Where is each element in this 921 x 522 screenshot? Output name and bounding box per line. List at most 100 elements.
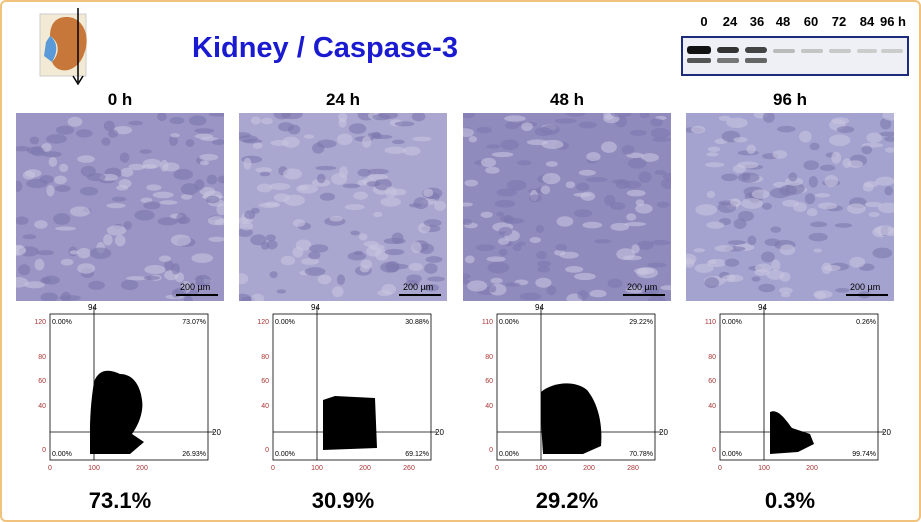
tubule xyxy=(424,283,440,292)
tubule xyxy=(250,116,261,125)
tubule xyxy=(601,141,617,153)
tubule xyxy=(411,113,426,122)
tubule xyxy=(693,248,706,253)
tubule xyxy=(41,142,52,152)
panel-label: 96 h xyxy=(772,90,808,109)
percentage: 0.3% xyxy=(764,488,816,513)
tubule xyxy=(487,261,510,274)
gate-y-label: 20 xyxy=(212,428,221,437)
y-tick-label: 80 xyxy=(485,354,493,361)
tubule xyxy=(143,275,161,280)
event-cloud xyxy=(770,411,814,454)
tubule xyxy=(252,142,263,149)
y-tick-label: 60 xyxy=(485,378,493,385)
tubule xyxy=(194,133,214,139)
tubule xyxy=(176,212,187,224)
tubule xyxy=(408,262,423,271)
tubule xyxy=(317,274,332,285)
tubule xyxy=(526,139,549,146)
tubule xyxy=(648,295,666,301)
tubule xyxy=(67,116,83,127)
tubule xyxy=(727,274,736,282)
scale-bar-label: 200 µm xyxy=(403,282,433,292)
tubule xyxy=(319,192,336,201)
tubule xyxy=(77,263,96,274)
y-tick-label: 40 xyxy=(38,403,46,410)
tubule xyxy=(45,134,67,144)
tubule xyxy=(366,181,381,187)
quadrant-label: 30.88% xyxy=(405,319,429,326)
tubule xyxy=(170,234,191,246)
tubule xyxy=(152,191,174,199)
tubule xyxy=(106,203,126,209)
tubule xyxy=(208,236,224,242)
tubule xyxy=(142,158,162,169)
tubule xyxy=(505,282,521,287)
tubule xyxy=(374,178,392,191)
tubule xyxy=(212,139,224,146)
tubule xyxy=(342,183,360,189)
tubule xyxy=(123,221,132,230)
tubule xyxy=(730,198,741,207)
tubule xyxy=(494,199,516,208)
tubule xyxy=(134,209,155,221)
x-tick-label: 0 xyxy=(271,465,275,472)
micrograph: 200 µm xyxy=(463,113,671,301)
tubule xyxy=(424,263,438,274)
tubule xyxy=(607,278,623,289)
tubule xyxy=(626,213,637,221)
tubule xyxy=(610,113,632,118)
lane-label: 36 xyxy=(749,14,765,29)
tubule xyxy=(565,181,576,189)
tubule xyxy=(361,136,372,148)
tubule xyxy=(383,237,406,245)
tubule xyxy=(89,247,112,259)
plot-frame xyxy=(272,313,432,461)
title: Kidney / Caspase-3 xyxy=(192,32,458,64)
tubule xyxy=(157,217,178,226)
tubule xyxy=(650,128,671,139)
tubule xyxy=(751,189,770,199)
tubule xyxy=(504,115,526,122)
tubule xyxy=(384,146,407,154)
tubule xyxy=(604,194,616,206)
tubule xyxy=(828,134,851,147)
x-tick-label: 200 xyxy=(359,465,371,472)
tubule xyxy=(260,117,273,125)
tubule xyxy=(103,120,115,132)
y-tick-label: 40 xyxy=(261,403,269,410)
scale-bar-label: 200 µm xyxy=(627,282,657,292)
tubule xyxy=(217,175,224,184)
flow-plot: 94 20 0.00% 30.88% 0.00% 69.12% 120 80 60 40 0 0 100… xyxy=(257,303,444,472)
tubule xyxy=(251,293,265,301)
tubule xyxy=(269,271,278,279)
tubule xyxy=(16,180,23,192)
plot-frame xyxy=(49,313,209,461)
tubule xyxy=(662,172,671,181)
y-tick-label: 0 xyxy=(712,447,716,454)
tubule xyxy=(77,155,95,163)
tubule xyxy=(69,206,91,217)
tubule xyxy=(463,128,474,138)
tubule xyxy=(574,209,593,218)
tubule xyxy=(686,258,695,268)
tubule xyxy=(146,184,162,191)
tubule xyxy=(40,277,52,284)
tubule xyxy=(732,164,746,174)
tubule xyxy=(875,176,894,186)
quadrant-label: 26.93% xyxy=(182,451,206,458)
lane-label: 84 xyxy=(859,14,875,29)
tubule xyxy=(704,277,720,289)
micrograph: 200 µm xyxy=(239,113,447,301)
tubule xyxy=(808,232,828,242)
tubule xyxy=(54,175,67,185)
tubule xyxy=(637,268,649,276)
tubule xyxy=(861,145,873,155)
tubule xyxy=(329,216,343,222)
x-tick-label: 260 xyxy=(403,465,415,472)
tubule xyxy=(143,201,161,210)
tubule xyxy=(259,171,271,177)
gate-y-label: 20 xyxy=(435,428,444,437)
quadrant-label: 0.00% xyxy=(722,319,742,326)
tubule xyxy=(535,277,552,288)
